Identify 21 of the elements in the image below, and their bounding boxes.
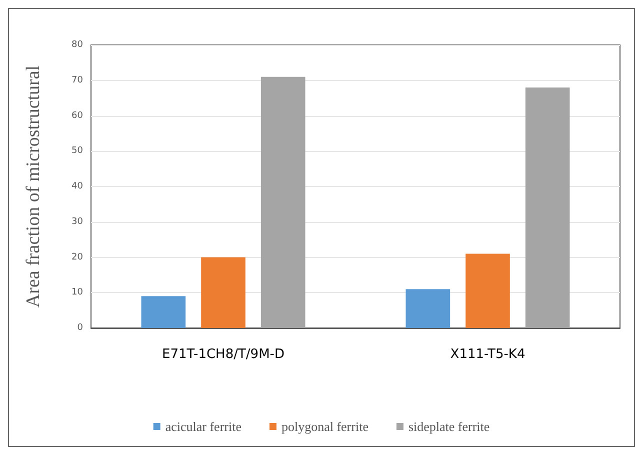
legend-label: polygonal ferrite xyxy=(281,419,369,434)
y-tick-label: 20 xyxy=(72,252,84,262)
y-tick-label: 70 xyxy=(72,75,84,86)
bar xyxy=(260,76,306,328)
bar xyxy=(141,296,186,328)
bar xyxy=(406,289,450,328)
y-tick-label: 50 xyxy=(72,146,84,156)
bar xyxy=(525,87,570,328)
legend-label: acicular ferrite xyxy=(165,419,242,434)
y-axis-title: Area fraction of microstructural xyxy=(23,65,44,308)
y-tick-label: 10 xyxy=(72,288,84,298)
bar xyxy=(466,254,510,328)
y-tick-label: 60 xyxy=(72,110,84,121)
bar xyxy=(201,257,246,328)
y-tick-label: 0 xyxy=(77,323,84,333)
x-tick-label: X111-T5-K4 xyxy=(450,347,526,362)
y-tick-label: 40 xyxy=(72,182,84,192)
x-tick-label: E71T-1CH8/T/9M-D xyxy=(162,347,284,362)
y-tick-label: 80 xyxy=(72,40,84,50)
y-tick-label: 30 xyxy=(72,216,84,227)
legend-label: sideplate ferrite xyxy=(408,419,490,434)
